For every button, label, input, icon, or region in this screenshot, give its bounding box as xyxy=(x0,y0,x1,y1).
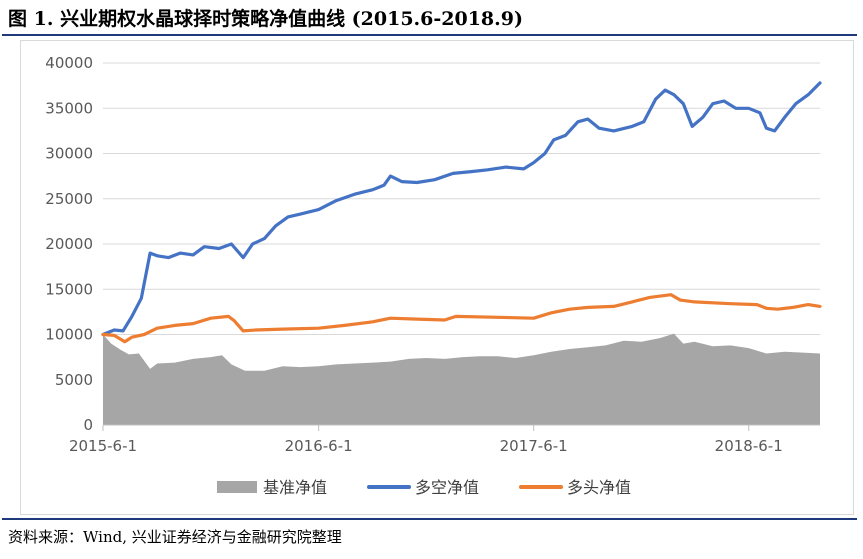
legend: 基准净值 多空净值 多头净值 xyxy=(217,478,631,497)
y-tick-label-0: 0 xyxy=(83,416,93,434)
legend-label-2: 多头净值 xyxy=(567,478,631,497)
x-tick-label-2017-6-1: 2017-6-1 xyxy=(500,437,568,455)
legend-label-0: 基准净值 xyxy=(263,478,327,497)
gridlines xyxy=(103,62,820,381)
chart-canvas: 0 5000 10000 15000 20000 25000 30000 35000 40000… xyxy=(45,54,822,497)
legend-swatch-0 xyxy=(217,481,257,493)
y-tick-label-10000: 10000 xyxy=(45,326,93,344)
y-tick-label-30000: 30000 xyxy=(45,145,93,163)
x-tick-labels: 2015-6-1 2016-6-1 2017-6-1 2018-6-1 xyxy=(69,437,783,455)
source-note: 资料来源：Wind, 兴业证券经济与金融研究院整理 xyxy=(8,528,342,546)
title-divider xyxy=(2,34,857,36)
source-divider xyxy=(2,518,857,520)
y-tick-label-40000: 40000 xyxy=(45,54,93,72)
series-line-group xyxy=(101,81,822,344)
figure-title: 图 1. 兴业期权水晶球择时策略净值曲线 (2015.6-2018.9) xyxy=(8,8,523,30)
x-tick-label-2016-6-1: 2016-6-1 xyxy=(285,437,353,455)
x-tick-label-2018-6-1: 2018-6-1 xyxy=(715,437,783,455)
y-tick-label-15000: 15000 xyxy=(45,280,93,298)
chart-frame: 0 5000 10000 15000 20000 25000 30000 35000 40000… xyxy=(20,40,854,515)
y-tick-label-20000: 20000 xyxy=(45,235,93,253)
y-tick-label-5000: 5000 xyxy=(55,371,93,389)
axes xyxy=(102,424,820,431)
series-line-2 xyxy=(101,293,822,344)
legend-label-1: 多空净值 xyxy=(415,478,479,497)
y-tick-label-25000: 25000 xyxy=(45,190,93,208)
series-area-0 xyxy=(103,333,820,425)
y-tick-label-35000: 35000 xyxy=(45,99,93,117)
series-line-1 xyxy=(101,81,822,337)
y-tick-labels: 0 5000 10000 15000 20000 25000 30000 35000 40000 xyxy=(45,54,93,434)
series-area-group xyxy=(103,333,820,425)
x-tick-label-2015-6-1: 2015-6-1 xyxy=(69,437,137,455)
